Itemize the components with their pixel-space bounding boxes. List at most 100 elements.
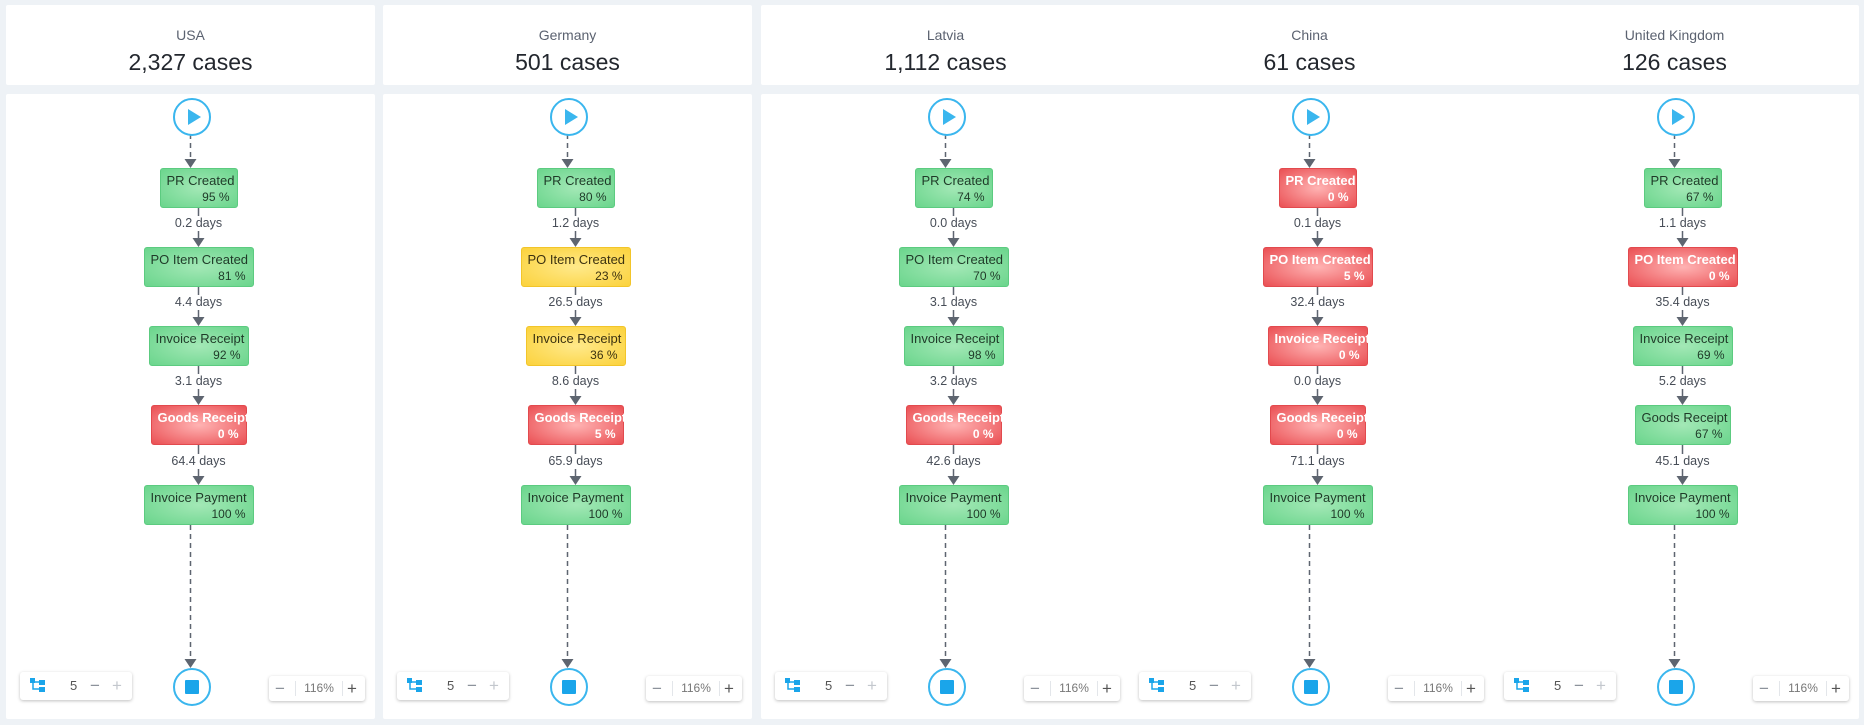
country-header: Latvia 1,112 cases	[761, 5, 1130, 85]
activity-name: PR Created	[543, 173, 612, 188]
level-increase-button[interactable]: +	[867, 676, 877, 695]
tree-structure-icon[interactable]	[30, 678, 46, 692]
activity-node[interactable]: Invoice Payment 100 %	[143, 485, 254, 525]
process-end[interactable]	[549, 668, 588, 706]
process-end[interactable]	[1291, 668, 1330, 706]
zoom-out-button[interactable]: −	[1394, 679, 1404, 698]
arrow-head	[939, 659, 952, 668]
activity-percentage: 81 %	[218, 269, 246, 283]
activity-node[interactable]: PO Item Created 23 %	[520, 247, 631, 287]
process-start[interactable]	[1656, 98, 1695, 136]
activity-percentage: 0 %	[972, 427, 994, 441]
activity-node[interactable]: Invoice Payment 100 %	[1627, 485, 1738, 525]
transition-duration: 71.1 days	[1257, 454, 1378, 469]
level-controls: 5− +	[775, 672, 887, 700]
activity-node[interactable]: Invoice Receipt 36 %	[525, 326, 626, 366]
level-decrease-button[interactable]: −	[90, 676, 100, 695]
activity-name: PR Created	[1285, 173, 1356, 188]
activity-node[interactable]: Invoice Payment 100 %	[898, 485, 1009, 525]
level-increase-button[interactable]: +	[1231, 676, 1241, 695]
zoom-in-button[interactable]: +	[1466, 679, 1476, 698]
level-value: 5	[825, 678, 833, 693]
activity-node[interactable]: Goods Receipt 0 %	[905, 405, 1004, 445]
activity-percentage: 100 %	[588, 507, 623, 521]
transition-duration: 1.1 days	[1622, 216, 1743, 231]
activity-node[interactable]: PR Created 80 %	[536, 168, 615, 208]
activity-node[interactable]: Invoice Receipt 98 %	[903, 326, 1004, 366]
activity-node[interactable]: Invoice Receipt 0 %	[1267, 326, 1370, 366]
level-increase-button[interactable]: +	[489, 676, 499, 695]
activity-node[interactable]: Invoice Receipt 69 %	[1632, 326, 1733, 366]
activity-node[interactable]: PO Item Created 81 %	[143, 247, 254, 287]
tree-structure-icon[interactable]	[1514, 678, 1530, 692]
transition-duration: 8.6 days	[515, 374, 636, 389]
activity-percentage: 0 %	[1336, 427, 1358, 441]
zoom-out-button[interactable]: −	[1030, 679, 1040, 698]
arrow-head	[1676, 476, 1689, 485]
activity-node[interactable]: Goods Receipt 0 %	[1269, 405, 1368, 445]
process-start[interactable]	[549, 98, 588, 136]
tree-structure-icon[interactable]	[785, 678, 801, 692]
arrow-head	[947, 396, 960, 405]
activity-name: PR Created	[1650, 173, 1719, 188]
process-end[interactable]	[172, 668, 211, 706]
zoom-in-button[interactable]: +	[1831, 679, 1841, 698]
activity-node[interactable]: Invoice Payment 100 %	[1262, 485, 1373, 525]
activity-node[interactable]: PR Created 0 %	[1278, 168, 1357, 208]
flow-connectors	[1668, 134, 1689, 668]
arrow-head	[569, 476, 582, 485]
activity-name: PR Created	[921, 173, 990, 188]
zoom-in-button[interactable]: +	[1102, 679, 1112, 698]
tree-structure-icon[interactable]	[407, 678, 423, 692]
activity-node[interactable]: Invoice Receipt 92 %	[148, 326, 249, 366]
level-decrease-button[interactable]: −	[1574, 676, 1584, 695]
arrow-head	[192, 317, 205, 326]
transition-duration: 3.1 days	[138, 374, 259, 389]
country-header: USA 2,327 cases	[6, 5, 375, 85]
activity-percentage: 67 %	[1686, 190, 1714, 204]
level-increase-button[interactable]: +	[1596, 676, 1606, 695]
activity-node[interactable]: Goods Receipt 67 %	[1634, 405, 1731, 445]
zoom-in-button[interactable]: +	[724, 679, 734, 698]
activity-percentage: 0 %	[1327, 190, 1349, 204]
process-end[interactable]	[927, 668, 966, 706]
arrow-head	[184, 159, 197, 168]
process-start[interactable]	[927, 98, 966, 136]
activity-node[interactable]: Invoice Payment 100 %	[520, 485, 631, 525]
case-count: 1,112 cases	[884, 49, 1007, 75]
process-start[interactable]	[1291, 98, 1330, 136]
process-start[interactable]	[172, 98, 211, 136]
process-flow: PR Created 67 % PO Item Created 0 % Invoice …	[1490, 94, 1859, 719]
activity-node[interactable]: PR Created 67 %	[1643, 168, 1722, 208]
level-increase-button[interactable]: +	[112, 676, 122, 695]
arrow-head	[1668, 659, 1681, 668]
activity-node[interactable]: Goods Receipt 5 %	[527, 405, 626, 445]
activity-node[interactable]: PR Created 95 %	[159, 168, 238, 208]
zoom-in-button[interactable]: +	[347, 679, 357, 698]
activity-name: Invoice Payment	[905, 490, 1002, 505]
activity-node[interactable]: PO Item Created 5 %	[1262, 247, 1373, 287]
transition-duration: 35.4 days	[1622, 295, 1743, 310]
zoom-out-button[interactable]: −	[652, 679, 662, 698]
activity-percentage: 0 %	[1338, 348, 1360, 362]
level-decrease-button[interactable]: −	[845, 676, 855, 695]
zoom-out-button[interactable]: −	[275, 679, 285, 698]
country-name: Latvia	[926, 27, 965, 43]
activity-node[interactable]: Goods Receipt 0 %	[150, 405, 249, 445]
transition-duration: 45.1 days	[1622, 454, 1743, 469]
activity-node[interactable]: PO Item Created 70 %	[898, 247, 1009, 287]
level-decrease-button[interactable]: −	[467, 676, 477, 695]
process-end[interactable]	[1656, 668, 1695, 706]
arrow-head	[192, 396, 205, 405]
activity-percentage: 5 %	[594, 427, 616, 441]
country-name: USA	[176, 27, 205, 43]
zoom-out-button[interactable]: −	[1759, 679, 1769, 698]
activity-node[interactable]: PR Created 74 %	[914, 168, 993, 208]
activity-name: Invoice Payment	[527, 490, 624, 505]
arrow-head	[1668, 159, 1681, 168]
tree-structure-icon[interactable]	[1149, 678, 1165, 692]
level-decrease-button[interactable]: −	[1209, 676, 1219, 695]
activity-name: PO Item Created	[1269, 252, 1371, 267]
transition-duration: 0.2 days	[138, 216, 259, 231]
activity-node[interactable]: PO Item Created 0 %	[1627, 247, 1738, 287]
